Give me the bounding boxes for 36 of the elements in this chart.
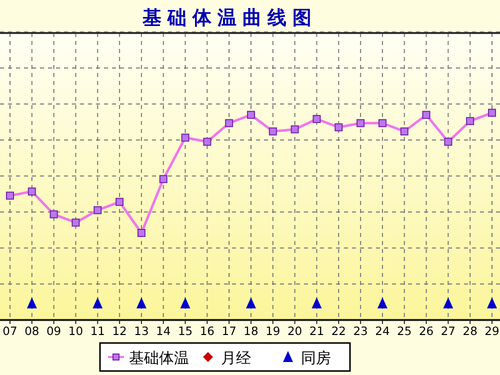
x-tick-label: 09 [46,324,62,338]
point [92,297,103,308]
x-tick-label: 16 [200,324,214,338]
x-tick-label: 26 [418,324,434,338]
x-tick-label: 28 [462,324,478,338]
point [443,297,454,308]
x-tick-label: 08 [24,324,40,338]
point [136,297,146,308]
x-tick-label: 19 [266,324,280,338]
point [246,297,256,308]
x-tick-label: 24 [375,324,390,338]
point [377,297,388,308]
point [312,297,322,308]
x-tick-label: 18 [244,324,258,338]
point [487,297,497,308]
x-tick-label: 13 [134,324,149,338]
x-tick-label: 25 [397,324,412,338]
point [180,297,190,308]
x-tick-label: 29 [484,324,500,338]
point [26,297,37,308]
x-tick-label: 12 [112,324,127,338]
x-tick-label: 21 [309,324,324,338]
x-tick-label: 15 [178,324,193,338]
x-tick-label: 22 [331,324,346,338]
x-tick-label: 07 [2,324,18,338]
legend-label: 基础体温 [129,349,189,367]
x-tick-label: 27 [440,324,456,338]
x-tick-label: 20 [288,324,302,338]
legend-label: 月经 [221,349,251,367]
x-tick-label: 14 [156,324,171,338]
x-tick-label: 10 [68,324,84,338]
x-tick-label: 17 [222,324,236,338]
legend-label: 同房 [301,349,331,367]
x-tick-label: 23 [353,324,368,338]
x-tick-label: 11 [90,324,105,338]
chart-title: 基础体温曲线图 [142,7,318,29]
